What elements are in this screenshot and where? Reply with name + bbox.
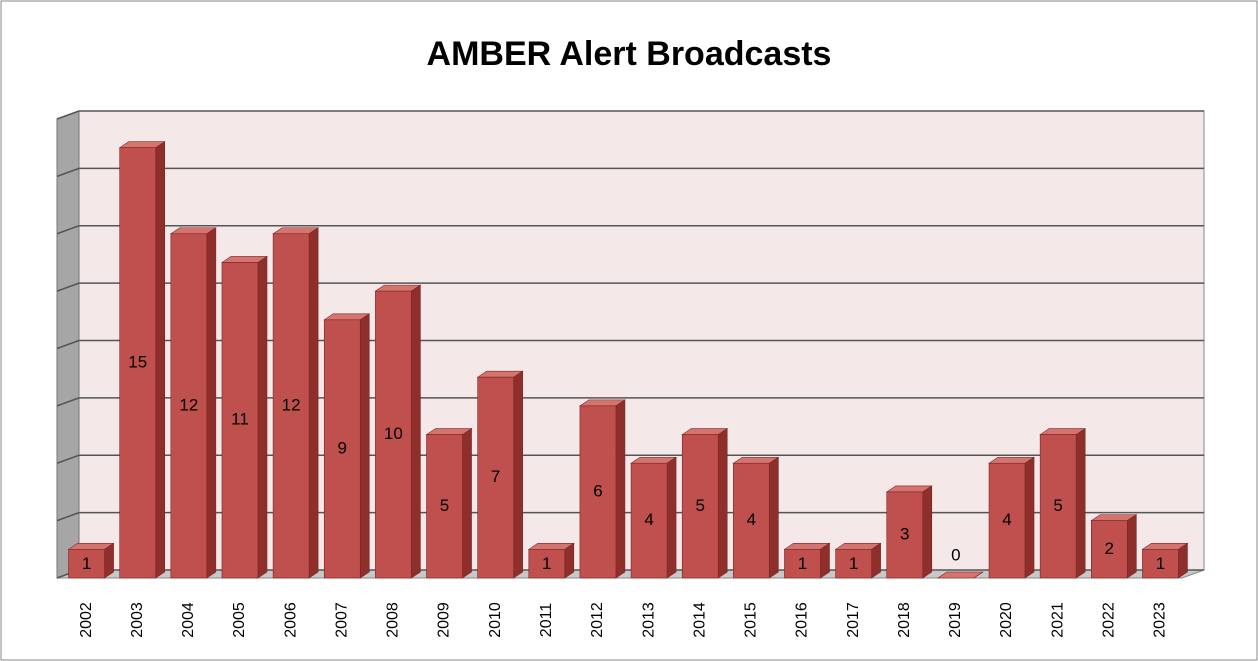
bar-side	[922, 485, 933, 579]
bar	[988, 462, 1026, 579]
bar-side	[411, 284, 421, 579]
side-grid-line	[56, 397, 80, 407]
chart-title: AMBER Alert Broadcasts	[427, 35, 832, 73]
side-grid-line	[56, 339, 80, 350]
bar	[733, 462, 770, 579]
side-grid-line	[56, 282, 80, 292]
x-tick-label: 2002	[78, 602, 95, 638]
bar	[375, 290, 412, 579]
x-tick-label: 2006	[282, 602, 299, 638]
bar-side	[615, 399, 626, 579]
x-tick-label: 2021	[1049, 602, 1066, 638]
x-tick-label: 2020	[998, 602, 1015, 638]
x-tick-label: 2004	[180, 602, 197, 638]
side-grid-line	[56, 225, 80, 235]
bar-side	[359, 313, 370, 579]
bar	[579, 405, 617, 579]
bar	[68, 549, 105, 579]
data-label: 5	[1053, 496, 1062, 515]
bar	[119, 147, 157, 579]
data-label: 11	[231, 410, 249, 429]
bar	[1142, 549, 1179, 579]
bar	[323, 319, 361, 579]
x-tick-label: 2016	[794, 602, 811, 638]
x-tick-label: 2014	[691, 602, 708, 638]
bar-side	[973, 571, 984, 579]
bar	[528, 549, 566, 579]
x-tick-label: 2018	[896, 602, 913, 638]
side-grid-line	[56, 167, 80, 178]
x-tick-label: 2022	[1101, 602, 1118, 638]
side-grid-line	[56, 110, 80, 120]
bar	[272, 233, 310, 579]
data-label: 0	[951, 545, 960, 564]
bar	[835, 549, 872, 579]
bar-side	[104, 542, 114, 579]
data-label: 1	[1156, 554, 1165, 573]
data-label: 4	[644, 510, 653, 529]
data-label: 9	[338, 438, 347, 457]
bar-side	[513, 370, 523, 579]
x-tick-label: 2011	[538, 603, 555, 638]
data-label: 1	[542, 554, 551, 573]
x-tick-label: 2012	[589, 602, 606, 638]
bar	[1090, 520, 1128, 579]
bar	[1039, 434, 1077, 579]
x-tick-label: 2013	[640, 602, 657, 638]
data-label: 2	[1105, 539, 1114, 558]
data-label: 4	[1002, 510, 1011, 529]
bar	[221, 262, 259, 579]
bar-side	[1075, 428, 1086, 579]
bar-side	[820, 542, 830, 579]
side-grid-line	[56, 511, 80, 522]
bar-side	[564, 542, 575, 579]
data-label: 6	[593, 481, 602, 500]
bar-side	[717, 428, 728, 579]
bar	[886, 491, 924, 579]
bar	[477, 376, 514, 579]
bar-side	[206, 227, 217, 579]
x-tick-label: 2005	[231, 602, 248, 638]
bar	[426, 434, 463, 579]
bar-side	[871, 542, 881, 579]
bar-side	[666, 456, 677, 579]
x-tick-label: 2007	[333, 602, 350, 638]
side-grid-line	[56, 454, 80, 464]
x-tick-label: 2003	[129, 602, 146, 638]
bar	[170, 233, 208, 579]
data-label: 10	[384, 424, 403, 443]
data-label: 4	[747, 510, 756, 529]
bar-side	[1024, 456, 1035, 579]
bar-side	[769, 456, 779, 579]
data-label: 5	[440, 496, 449, 515]
data-label: 12	[179, 395, 198, 414]
data-label: 1	[798, 554, 807, 573]
bar-side	[1126, 514, 1137, 579]
bar	[681, 434, 719, 579]
bar-side	[257, 255, 268, 579]
bar-side	[155, 141, 166, 579]
bar	[630, 462, 668, 579]
x-tick-label: 2015	[743, 602, 760, 638]
x-tick-label: 2009	[436, 602, 453, 638]
data-label: 3	[900, 524, 909, 543]
bar-side	[462, 428, 472, 579]
data-label: 12	[282, 395, 301, 414]
x-tick-label: 2023	[1152, 602, 1169, 638]
x-tick-label: 2019	[947, 602, 964, 638]
x-tick-label: 2010	[487, 602, 504, 638]
data-label: 5	[695, 496, 704, 515]
data-label: 1	[849, 554, 858, 573]
bar-side	[308, 227, 319, 579]
data-label: 1	[82, 554, 91, 573]
data-label: 15	[128, 352, 147, 371]
bar	[784, 549, 821, 579]
data-label: 7	[491, 467, 500, 486]
x-tick-label: 2008	[385, 602, 402, 638]
x-tick-label: 2017	[845, 602, 862, 638]
bar-side	[1178, 542, 1188, 579]
